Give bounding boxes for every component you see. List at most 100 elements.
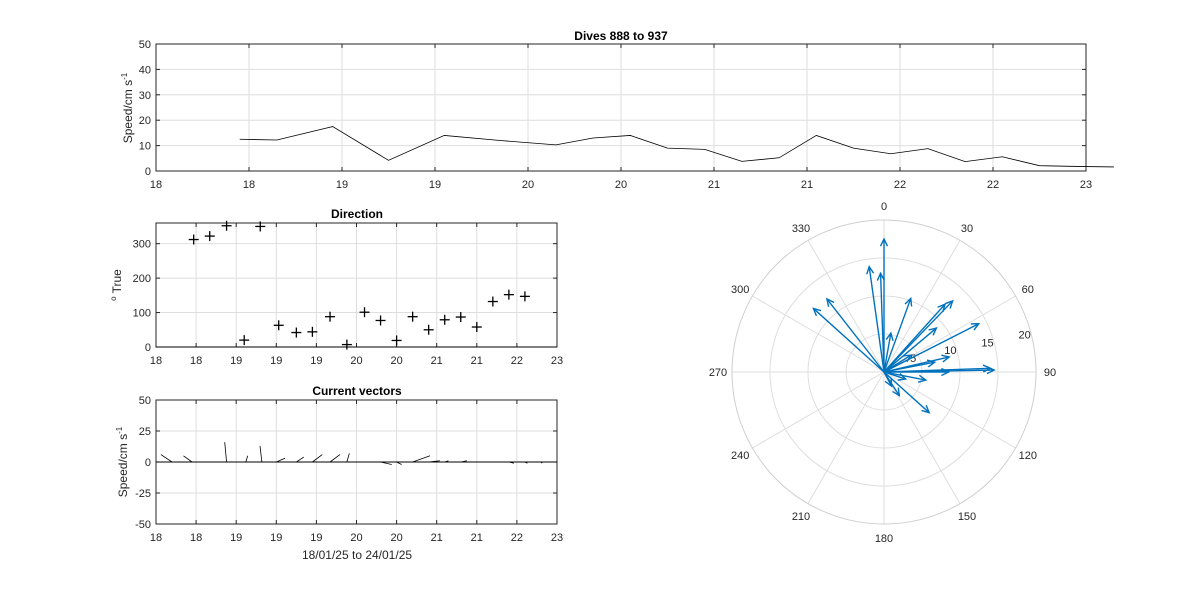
direction-point <box>255 221 266 232</box>
direction-point <box>439 314 450 325</box>
speed-ylabel-main: Speed/cm s <box>121 80 135 143</box>
polar-vector-arrow <box>879 237 889 372</box>
polar-vector-head <box>904 296 913 307</box>
polar-vector-head <box>876 271 885 281</box>
polar-vector-shaft <box>883 323 980 373</box>
speed-x-tick-label: 18 <box>150 179 162 191</box>
polar-vector-head <box>884 378 893 388</box>
polar-angle-label: 270 <box>709 367 727 379</box>
direction-point <box>407 311 418 322</box>
speed-chart-title: Dives 888 to 937 <box>574 29 668 43</box>
direction-panel: Direction o True 18 18 19 19 19 20 20 21 21 22 23 0 1… <box>109 207 563 367</box>
polar-vector-arrow <box>825 297 885 373</box>
direction-chart-title: Direction <box>331 207 383 221</box>
direction-point <box>341 339 352 350</box>
direction-point <box>273 320 284 331</box>
polar-vector-arrow <box>883 331 894 373</box>
speed-x-tick-label: 23 <box>1080 179 1092 191</box>
vectors-y-tick-label: 50 <box>139 395 151 407</box>
speed-x-tick-label: 22 <box>894 179 906 191</box>
vectors-ylabel-sup: -1 <box>115 426 124 434</box>
polar-vector-arrow <box>812 307 885 373</box>
polar-angle-label: 0 <box>881 201 887 213</box>
vectors-x-tick-label: 22 <box>511 532 523 544</box>
polar-vector-head <box>926 359 937 368</box>
speed-y-tick-label: 50 <box>139 39 151 51</box>
polar-vector-arrow <box>883 371 908 381</box>
polar-vector-shaft <box>883 361 935 373</box>
polar-angle-label: 300 <box>731 284 749 296</box>
polar-vector-shaft <box>883 354 912 373</box>
direction-point <box>239 335 250 346</box>
direction-point <box>325 311 336 322</box>
polar-vector-arrow <box>883 326 938 373</box>
speed-x-tick-label: 21 <box>801 179 813 191</box>
speed-x-tick-label: 19 <box>429 179 441 191</box>
polar-panel: 0 30 60 90 120 150 180 210 240 270 300 330 5 10 15 20 <box>709 201 1056 545</box>
polar-angle-label: 30 <box>961 223 973 235</box>
vector-stick <box>428 460 440 463</box>
polar-angle-label: 90 <box>1044 367 1056 379</box>
speed-series-line <box>239 126 1114 168</box>
vectors-x-tick-label: 20 <box>390 532 402 544</box>
direction-x-tick-label: 19 <box>230 355 242 367</box>
polar-vector-shaft <box>883 371 906 380</box>
polar-vector-head <box>921 405 931 414</box>
vectors-x-tick-label: 18 <box>150 532 162 544</box>
polar-angle-label: 210 <box>792 511 810 523</box>
polar-vector-arrow <box>883 359 937 373</box>
polar-vector-shaft <box>883 327 937 373</box>
direction-x-tick-label: 18 <box>190 355 202 367</box>
polar-vector-shaft <box>868 266 885 373</box>
direction-point <box>188 234 199 245</box>
polar-vector-arrow <box>883 299 954 373</box>
speed-y-tick-label: 30 <box>139 90 151 102</box>
direction-x-tick-label: 18 <box>150 355 162 367</box>
polar-vector-head <box>892 387 901 397</box>
direction-point <box>375 315 386 326</box>
direction-point <box>423 324 434 335</box>
speed-panel: Dives 888 to 937 Speed/cm s-1 18 18 19 19 20… <box>120 29 1114 191</box>
direction-point <box>471 322 482 333</box>
direction-point <box>307 326 318 337</box>
speed-axes-frame <box>155 43 1087 172</box>
speed-x-tick-label: 18 <box>243 179 255 191</box>
vector-stick <box>160 454 173 463</box>
direction-point <box>503 289 514 300</box>
speed-y-tick-label: 0 <box>145 166 151 178</box>
polar-vector-head <box>897 373 908 381</box>
vectors-y-tick-label: -50 <box>135 519 151 531</box>
direction-x-tick-label: 19 <box>270 355 282 367</box>
vectors-chart-title: Current vectors <box>312 384 402 398</box>
vectors-xlabel: 18/01/25 to 24/01/25 <box>302 548 412 562</box>
vectors-x-tick-label: 21 <box>471 532 483 544</box>
vector-stick <box>276 457 286 463</box>
speed-ylabel-sup: -1 <box>120 72 129 80</box>
speed-x-tick-label: 20 <box>615 179 627 191</box>
speed-x-tick-label: 20 <box>522 179 534 191</box>
polar-vector-head <box>866 265 875 275</box>
vectors-x-tick-label: 23 <box>551 532 563 544</box>
polar-vector-shaft <box>883 300 954 373</box>
vectors-x-tick-label: 21 <box>431 532 443 544</box>
vectors-y-tick-label: -25 <box>135 488 151 500</box>
speed-y-tick-label: 20 <box>139 115 151 127</box>
direction-x-tick-label: 22 <box>511 355 523 367</box>
polar-vector-shaft <box>883 298 912 373</box>
vector-stick <box>540 461 543 464</box>
polar-vector-head <box>928 326 938 336</box>
direction-y-tick-label: 100 <box>133 308 151 320</box>
polar-radius-label: 15 <box>981 337 993 349</box>
polar-radius-label: 10 <box>944 345 956 357</box>
polar-vector-arrow <box>866 265 885 373</box>
polar-vector-arrow <box>884 367 951 377</box>
polar-vector-shaft <box>883 332 892 373</box>
vector-stick <box>259 445 263 463</box>
direction-x-tick-label: 19 <box>310 355 322 367</box>
direction-point <box>291 327 302 338</box>
speed-ylabel: Speed/cm s-1 <box>120 72 135 143</box>
polar-vector-shaft <box>826 298 885 373</box>
vector-stick <box>380 461 392 465</box>
polar-angle-label: 240 <box>731 450 749 462</box>
